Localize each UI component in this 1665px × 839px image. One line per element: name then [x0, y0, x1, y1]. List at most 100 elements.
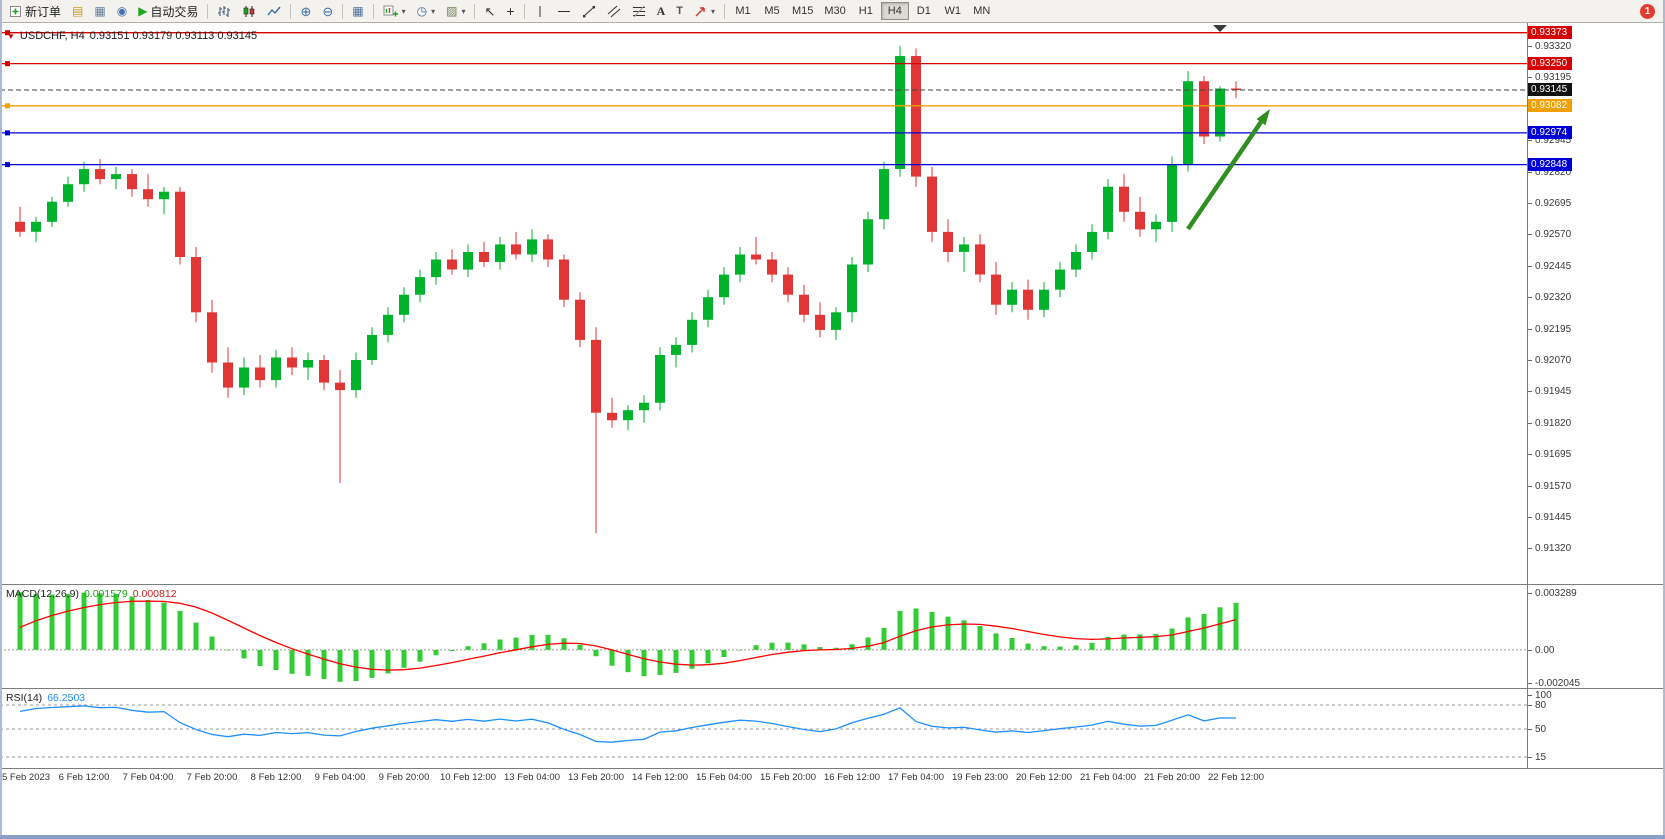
line-anchor-handle[interactable]	[5, 103, 10, 109]
macd-histogram-bar	[769, 642, 775, 650]
new-chart-icon	[383, 5, 398, 16]
candle-body	[735, 254, 745, 275]
candle-body	[975, 244, 985, 275]
fibonacci-tool-button[interactable]	[627, 0, 651, 22]
timeframe-h1[interactable]: H1	[858, 5, 873, 17]
cursor-button[interactable]: ↖	[479, 0, 500, 22]
price-tick: 0.91320	[1527, 543, 1572, 554]
window-border	[1663, 0, 1665, 839]
candle-body	[255, 367, 265, 381]
time-axis-label: 15 Feb 20:00	[760, 772, 816, 783]
timeframe-m5[interactable]: M5	[764, 5, 780, 17]
rsi-indicator-label: RSI(14) 66.2503	[6, 692, 85, 704]
bar-chart-button[interactable]	[212, 0, 236, 22]
candle-body	[831, 312, 841, 330]
price-chart[interactable]	[0, 23, 1527, 585]
macd-histogram-bar	[1201, 613, 1207, 650]
zoom-out-button[interactable]: ⊖	[317, 0, 338, 22]
candle-body	[319, 360, 329, 383]
line-price-tag: 0.93250	[1528, 57, 1573, 70]
chart-shift-marker[interactable]	[1213, 25, 1227, 32]
new-order-button[interactable]: 新订单	[4, 0, 66, 22]
line-anchor-handle[interactable]	[5, 61, 10, 67]
macd-panel[interactable]	[0, 585, 1527, 689]
timeframe-h4[interactable]: H4	[880, 2, 909, 20]
candle-body	[431, 259, 441, 278]
macd-histogram-bar	[289, 649, 295, 674]
candle-body	[767, 259, 777, 275]
timeframe-w1[interactable]: W1	[944, 5, 962, 17]
trendline-tool-button[interactable]	[577, 0, 601, 22]
data-window-button[interactable]: ▦	[89, 0, 110, 22]
macd-histogram-bar	[209, 636, 215, 650]
macd-axis-tick: 0.00	[1527, 645, 1555, 656]
candle-body	[671, 344, 681, 355]
macd-histogram-bar	[1073, 645, 1079, 650]
macd-histogram-bar	[1169, 628, 1175, 650]
line-price-tag: 0.92848	[1528, 158, 1573, 171]
window-border	[0, 0, 2, 839]
trend-arrow-head[interactable]	[1256, 109, 1271, 126]
macd-histogram-bar	[145, 600, 151, 650]
line-anchor-handle[interactable]	[5, 130, 10, 136]
auto-trading-button[interactable]: ▶ 自动交易	[133, 0, 203, 22]
trend-arrow[interactable]	[1186, 120, 1263, 231]
time-axis-label: 19 Feb 23:00	[952, 772, 1008, 783]
price-tick: 0.93320	[1527, 41, 1572, 52]
panel-separator[interactable]	[0, 688, 1665, 689]
time-axis-label: 10 Feb 12:00	[440, 772, 496, 783]
candle-body	[943, 231, 953, 252]
price-axis[interactable]: 0.933200.931950.930700.929450.928200.926…	[1527, 23, 1665, 839]
time-axis-label: 13 Feb 20:00	[568, 772, 624, 783]
candle-body	[911, 56, 921, 177]
timeframe-m30[interactable]: M30	[824, 5, 846, 17]
candle-body	[1119, 186, 1129, 212]
candle-body	[959, 244, 969, 252]
time-axis-label: 21 Feb 20:00	[1144, 772, 1200, 783]
macd-histogram-bar	[577, 644, 583, 650]
line-chart-button[interactable]	[262, 0, 286, 22]
macd-main-value: 0.001579	[83, 588, 128, 600]
line-anchor-handle[interactable]	[5, 30, 10, 36]
new-chart-button[interactable]: ▾	[378, 0, 411, 22]
macd-histogram-bar	[1185, 617, 1191, 650]
crosshair-button[interactable]: +	[501, 0, 519, 22]
macd-histogram-bar	[929, 611, 935, 650]
cursor-icon: ↖	[484, 3, 496, 19]
candle-body	[559, 259, 569, 300]
candlestick-chart-button[interactable]	[237, 0, 261, 22]
candle-body	[703, 297, 713, 320]
macd-histogram-bar	[1153, 633, 1159, 650]
timeframe-m1[interactable]: M1	[735, 5, 751, 17]
macd-histogram-bar	[1105, 636, 1111, 650]
template-button[interactable]: ▨ ▾	[441, 0, 470, 22]
zoom-in-button[interactable]: ⊕	[295, 0, 316, 22]
macd-histogram-bar	[481, 643, 487, 650]
navigator-button[interactable]: ◉	[112, 0, 132, 22]
candle-body	[527, 239, 537, 255]
vertical-line-tool-button[interactable]	[529, 0, 551, 22]
label-tool-button[interactable]: T	[671, 0, 688, 22]
macd-histogram-bar	[945, 616, 951, 650]
timeframe-mn[interactable]: MN	[973, 5, 991, 17]
panel-separator[interactable]	[0, 584, 1665, 585]
arrows-tool-button[interactable]: ▾	[689, 0, 720, 22]
time-axis[interactable]: 5 Feb 2023 6 Feb 12:00 7 Feb 04:00 7 Feb 20…	[0, 769, 1527, 786]
notification-badge[interactable]: 1	[1640, 3, 1655, 19]
horizontal-line-tool-button[interactable]	[552, 0, 576, 22]
tile-windows-button[interactable]: ▦	[347, 0, 368, 22]
chevron-down-icon: ▾	[401, 6, 406, 16]
macd-signal-line	[19, 600, 1237, 671]
text-tool-button[interactable]: A	[652, 0, 671, 22]
channel-tool-button[interactable]	[602, 0, 626, 22]
price-tick: 0.92320	[1527, 292, 1572, 303]
timeframe-d1[interactable]: D1	[916, 5, 931, 17]
candle-body	[127, 174, 137, 190]
line-anchor-handle[interactable]	[5, 162, 10, 168]
candle-body	[495, 244, 505, 262]
market-watch-button[interactable]: ▤	[67, 0, 88, 22]
timeframe-m15[interactable]: M15	[791, 5, 814, 17]
period-button[interactable]: ◷ ▾	[412, 0, 441, 22]
rsi-panel[interactable]	[0, 689, 1527, 769]
